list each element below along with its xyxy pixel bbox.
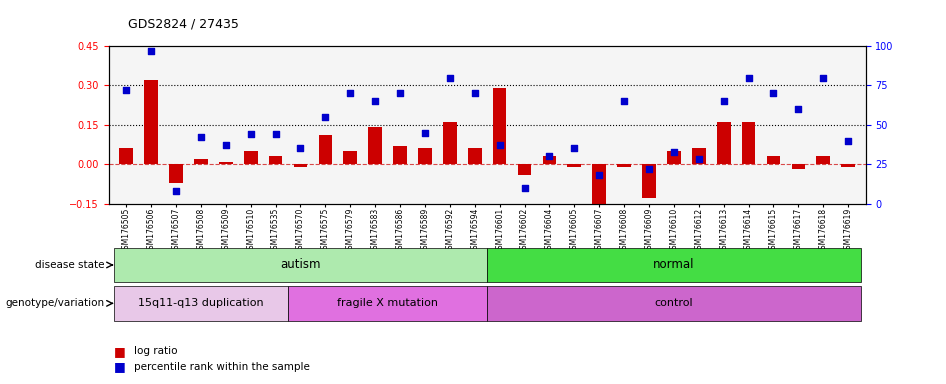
Bar <box>487 286 861 321</box>
Point <box>443 74 458 81</box>
Bar <box>145 80 158 164</box>
Point <box>219 142 234 148</box>
Bar <box>692 149 706 164</box>
Bar <box>792 164 805 169</box>
Point <box>641 166 657 172</box>
Text: 15q11-q13 duplication: 15q11-q13 duplication <box>138 298 264 308</box>
Point <box>716 98 731 104</box>
Bar <box>568 164 581 167</box>
Bar <box>487 248 861 282</box>
Bar <box>443 122 457 164</box>
Point <box>791 106 806 112</box>
Text: ■: ■ <box>114 360 125 373</box>
Point <box>342 90 358 96</box>
Text: control: control <box>655 298 693 308</box>
Point <box>666 149 681 155</box>
Text: log ratio: log ratio <box>134 346 178 356</box>
Text: autism: autism <box>280 258 321 271</box>
Text: GDS2824 / 27435: GDS2824 / 27435 <box>128 18 238 31</box>
Bar <box>493 88 506 164</box>
Point <box>118 87 133 93</box>
Point <box>318 114 333 120</box>
Text: genotype/variation: genotype/variation <box>5 298 104 308</box>
Bar <box>319 135 332 164</box>
Text: fragile X mutation: fragile X mutation <box>337 298 438 308</box>
Bar <box>194 159 208 164</box>
Point <box>393 90 408 96</box>
Bar <box>293 164 307 167</box>
Bar <box>114 286 288 321</box>
Bar <box>468 149 482 164</box>
Point <box>766 90 781 96</box>
Bar <box>642 164 656 198</box>
Bar <box>742 122 756 164</box>
Point <box>517 185 532 191</box>
Bar <box>418 149 431 164</box>
Point <box>692 156 707 162</box>
Bar <box>717 122 730 164</box>
Bar <box>766 156 780 164</box>
Point <box>591 172 606 178</box>
Bar <box>244 151 257 164</box>
Bar <box>269 156 283 164</box>
Bar <box>114 248 487 282</box>
Bar <box>816 156 831 164</box>
Bar <box>343 151 358 164</box>
Point <box>492 142 507 148</box>
Point <box>542 153 557 159</box>
Text: normal: normal <box>653 258 694 271</box>
Point <box>841 137 856 144</box>
Point <box>467 90 482 96</box>
Bar <box>517 164 532 175</box>
Point <box>243 131 258 137</box>
Bar <box>219 162 233 164</box>
Bar <box>394 146 407 164</box>
Bar <box>543 156 556 164</box>
Point <box>368 98 383 104</box>
Text: ■: ■ <box>114 345 125 358</box>
Text: percentile rank within the sample: percentile rank within the sample <box>134 362 310 372</box>
Bar <box>169 164 183 182</box>
Bar <box>119 149 133 164</box>
Point <box>168 188 184 194</box>
Bar <box>667 151 681 164</box>
Bar <box>618 164 631 167</box>
Point <box>741 74 756 81</box>
Bar <box>592 164 606 206</box>
Point <box>417 130 432 136</box>
Bar <box>368 127 382 164</box>
Point <box>144 48 159 54</box>
Point <box>293 146 308 152</box>
Point <box>268 131 283 137</box>
Point <box>617 98 632 104</box>
Bar <box>841 164 855 167</box>
Bar <box>288 286 487 321</box>
Point <box>567 146 582 152</box>
Text: disease state: disease state <box>35 260 104 270</box>
Point <box>815 74 831 81</box>
Point <box>193 134 208 141</box>
